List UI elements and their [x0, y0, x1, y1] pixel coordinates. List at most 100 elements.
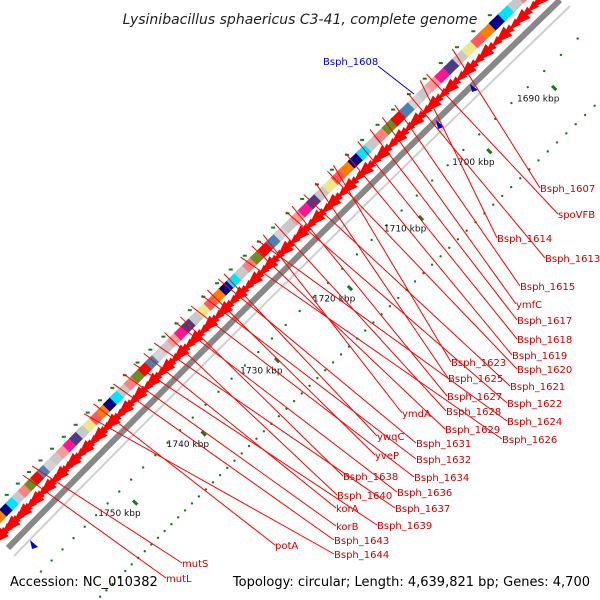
tick-mark [346, 284, 354, 292]
gc-dot [400, 209, 403, 212]
gc-dot [391, 108, 396, 111]
gene-leader-line [315, 182, 449, 379]
gc-dot [430, 179, 434, 182]
gene-label[interactable]: korB [336, 522, 359, 533]
cds-track [0, 0, 552, 545]
gc-dot [191, 416, 194, 419]
gc-dot [292, 399, 296, 403]
gene-label[interactable]: Bsph_1617 [517, 316, 572, 327]
gene-label[interactable]: Bsph_1631 [416, 439, 471, 450]
gc-dot [454, 46, 459, 49]
gene-label[interactable]: Bsph_1644 [334, 550, 389, 561]
gc-dot [593, 104, 596, 107]
gene-leader-line [22, 474, 167, 579]
gene-leader-line [217, 278, 417, 444]
gene-label[interactable]: Bsph_1636 [397, 488, 452, 499]
gene-leader-line [180, 316, 344, 477]
gene-label[interactable]: Bsph_1640 [337, 491, 392, 502]
gc-dot [226, 466, 229, 470]
gene-label[interactable]: Bsph_1614 [497, 234, 552, 245]
gene-leader-line [262, 234, 403, 414]
gc-dot [161, 335, 166, 338]
gc-dot [211, 481, 215, 484]
gc-dot [183, 509, 187, 512]
tick-mark [200, 430, 207, 437]
gene-label[interactable]: Bsph_1622 [507, 399, 562, 410]
tick-mark [273, 356, 281, 364]
gc-dot [240, 452, 243, 455]
gene-label[interactable]: ymdA [402, 409, 431, 420]
gc-dot [316, 376, 319, 380]
gc-dot [148, 348, 153, 351]
gene-label[interactable]: korA [336, 504, 359, 515]
gc-dot [177, 516, 180, 519]
gc-dot [574, 122, 577, 126]
gc-dot [170, 523, 173, 526]
gc-dot [339, 353, 343, 356]
gene-leader-line [153, 342, 396, 509]
gene-label[interactable]: Bsph_1619 [512, 351, 567, 362]
gc-dot [217, 390, 220, 394]
gc-dot [73, 423, 78, 426]
gc-dot [230, 377, 233, 380]
gene-label[interactable]: Bsph_1629 [445, 425, 500, 436]
gc-dot [129, 478, 133, 481]
gene-label[interactable]: mutL [166, 574, 192, 585]
highlight-label[interactable]: Bsph_1608 [323, 57, 378, 68]
gene-label[interactable]: Bsph_1607 [540, 184, 595, 195]
gene-label[interactable]: Bsph_1615 [520, 282, 575, 293]
gc-dot [228, 268, 233, 271]
gene-label[interactable]: mutS [182, 559, 208, 570]
gene-leader-line [274, 222, 447, 412]
gc-dot [118, 490, 121, 493]
gene-label[interactable]: Bsph_1632 [416, 455, 471, 466]
marker-triangle [30, 540, 38, 549]
gc-dot [15, 482, 20, 485]
gene-label[interactable]: Bsph_1613 [545, 254, 600, 265]
gene-label[interactable]: Bsph_1624 [507, 417, 562, 428]
gc-dot [163, 529, 166, 533]
highlight-pointer [377, 65, 415, 95]
gc-dot [277, 415, 281, 418]
cds-arrow [415, 110, 427, 122]
gene-label[interactable]: Bsph_1639 [377, 521, 432, 532]
kbp-ticks: 1690 kbp 1700 kbp 1710 kbp 1720 kbp 1730 kbp… [98, 84, 560, 519]
gene-label[interactable]: Bsph_1623 [451, 358, 506, 369]
gene-leader-line [303, 194, 511, 387]
gene-label[interactable]: potA [275, 541, 298, 552]
gene-label[interactable]: Bsph_1634 [414, 473, 469, 484]
gc-dot [204, 488, 208, 491]
gene-label[interactable]: spoVFB [558, 210, 595, 221]
gene-label[interactable]: Bsph_1643 [334, 536, 389, 547]
gene-leader-line [291, 205, 448, 397]
tick-mark [486, 147, 493, 155]
gc-dot [415, 194, 419, 197]
gene-label[interactable]: Bsph_1618 [517, 335, 572, 346]
gc-dot [214, 282, 219, 285]
tick-label: 1690 kbp [517, 95, 560, 105]
gc-dot [187, 309, 192, 312]
gene-label[interactable]: Bsph_1626 [502, 435, 557, 446]
gene-label[interactable]: Bsph_1628 [446, 407, 501, 418]
gc-dot [308, 384, 311, 387]
gene-leader-line [190, 305, 415, 478]
gc-dot [465, 229, 468, 232]
gene-leader-line [394, 104, 521, 287]
gc-dot [233, 459, 236, 462]
gene-label[interactable]: Bsph_1638 [343, 472, 398, 483]
gc-dot [471, 30, 476, 33]
tick-mark [417, 214, 425, 222]
gene-label[interactable]: ymfC [516, 300, 542, 311]
gc-dot [360, 138, 365, 141]
gene-leader-line [257, 239, 508, 422]
tick-label: 1750 kbp [98, 509, 141, 519]
gene-label[interactable]: ywqC [377, 432, 404, 443]
gene-label[interactable]: Bsph_1625 [448, 374, 503, 385]
gc-dot [111, 582, 114, 586]
cds-arrow [485, 41, 497, 54]
gene-leader-line [164, 332, 338, 496]
gene-label[interactable]: Bsph_1620 [517, 365, 572, 376]
gene-leader-line [174, 321, 398, 493]
gene-label[interactable]: Bsph_1621 [510, 382, 565, 393]
gene-label[interactable]: Bsph_1637 [395, 504, 450, 515]
